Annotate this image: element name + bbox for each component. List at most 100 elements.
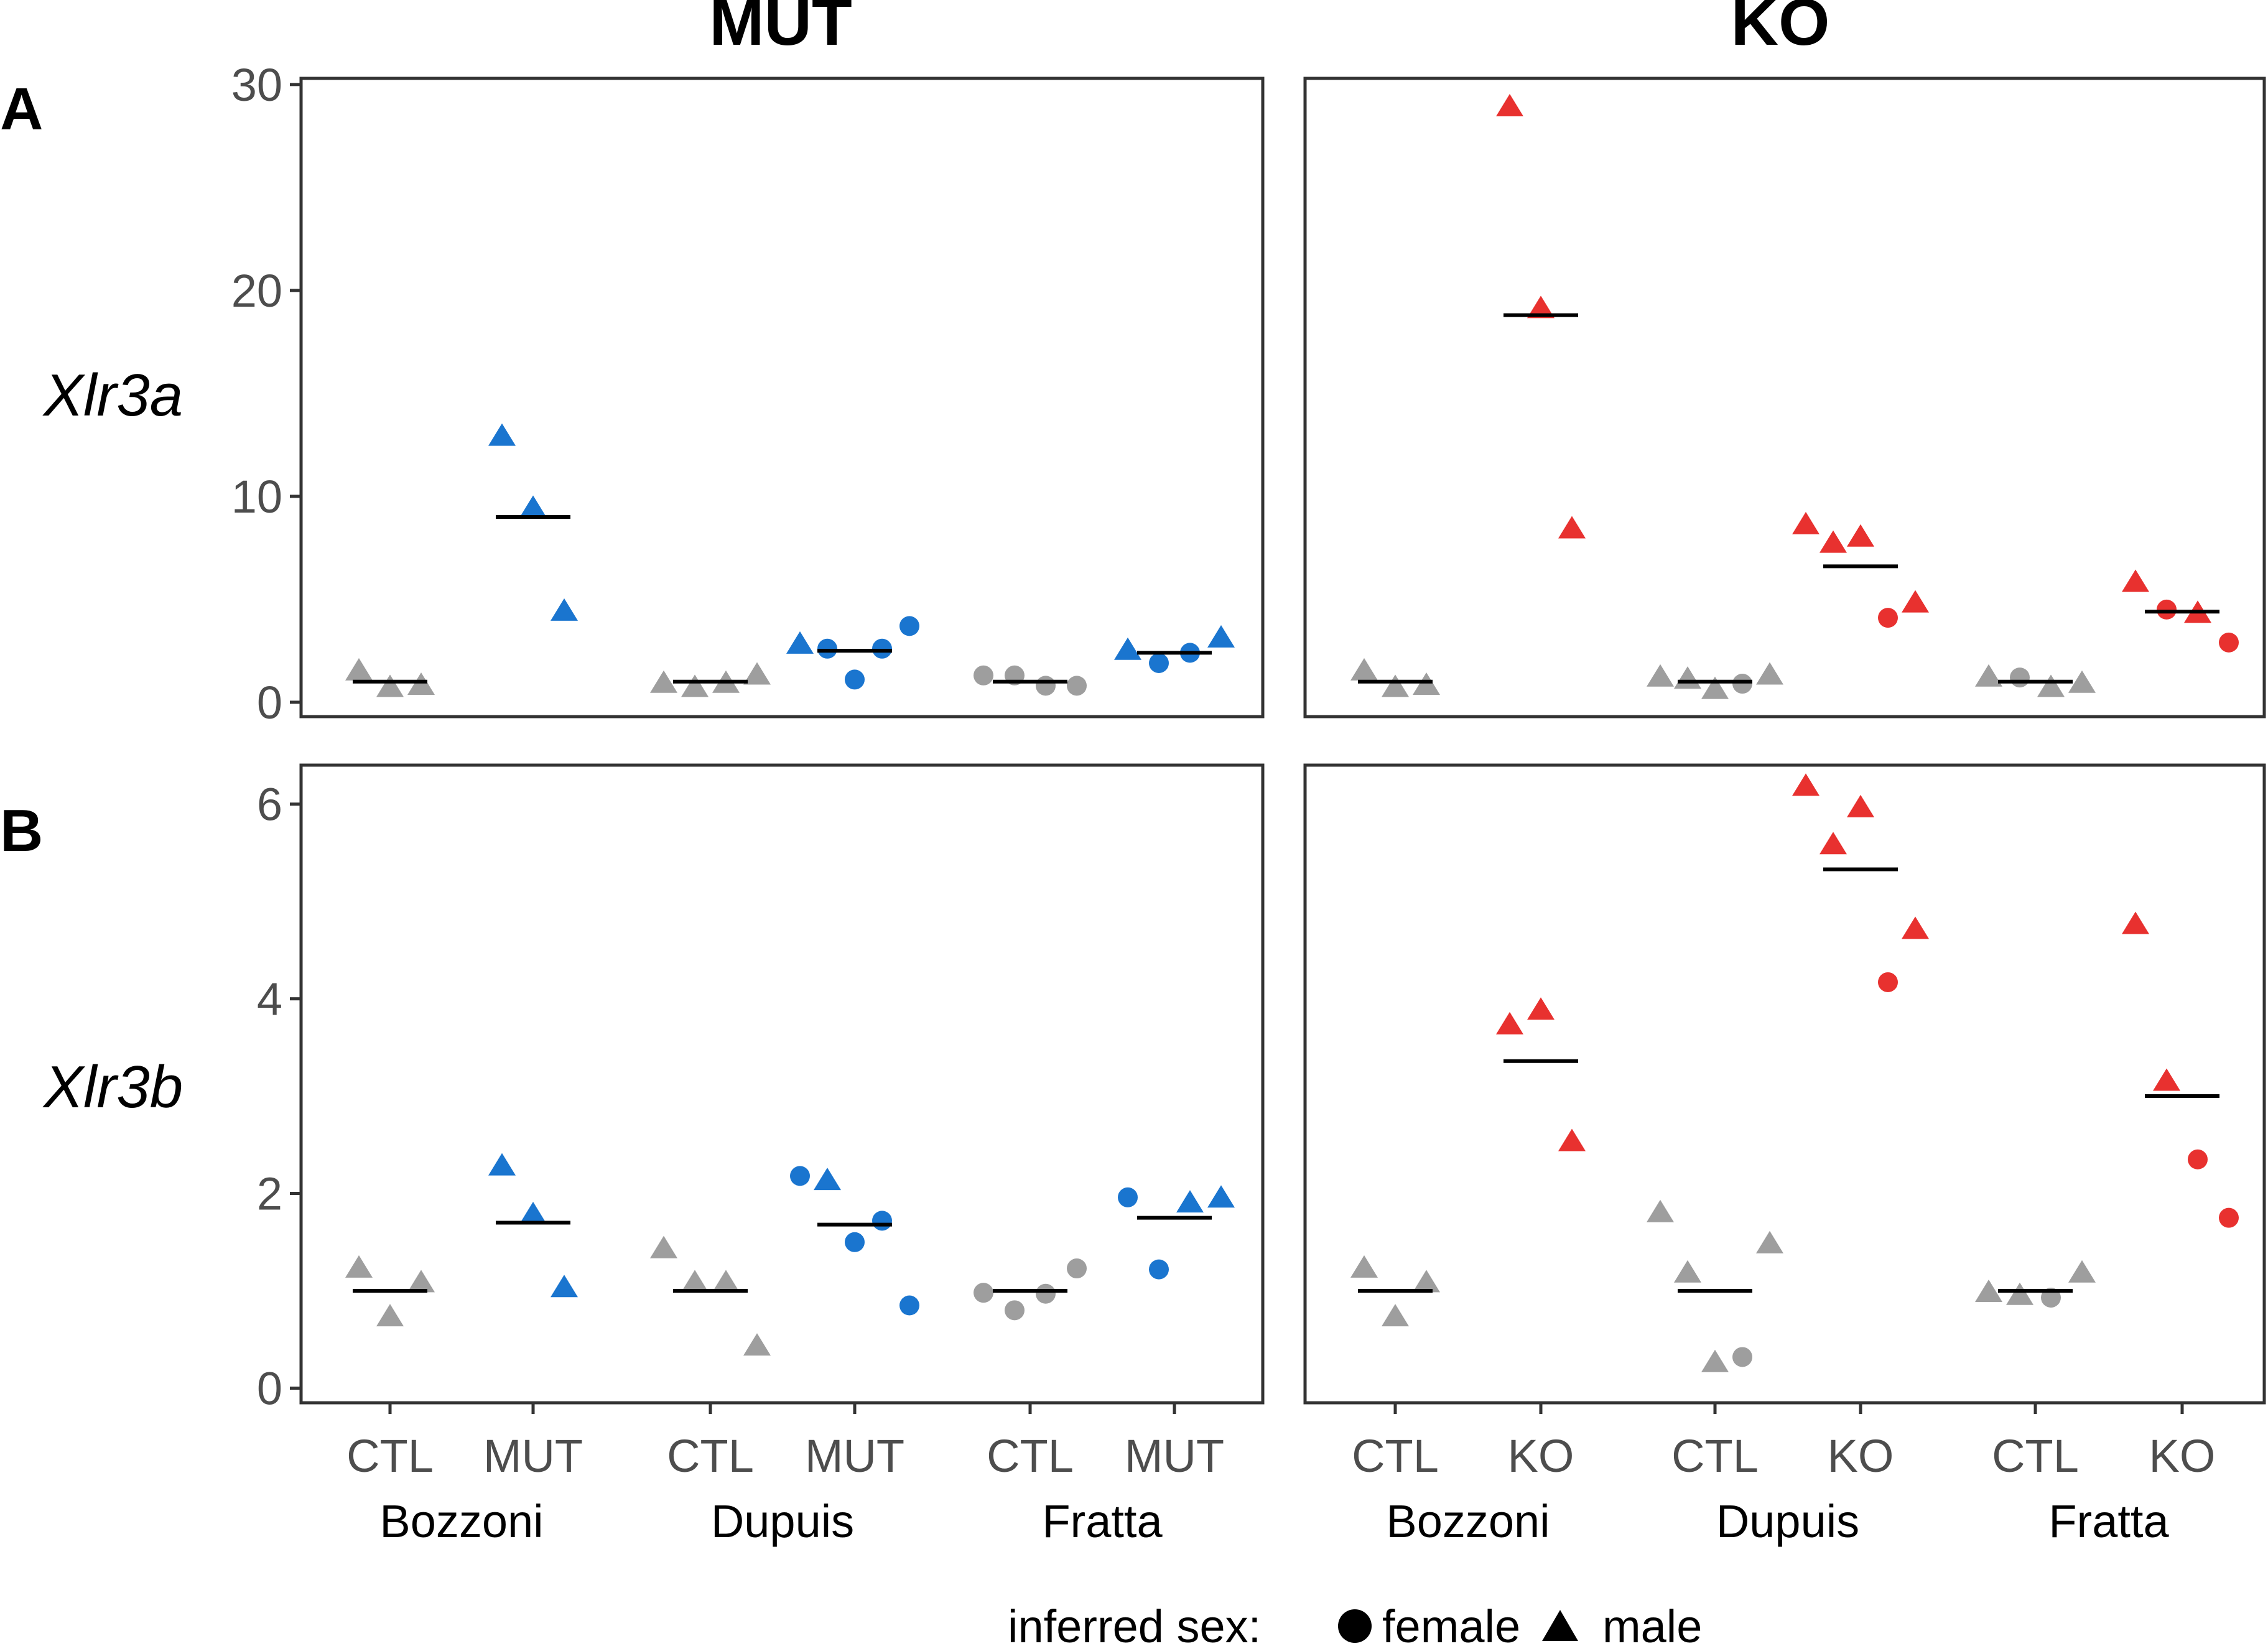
data-point-female <box>2219 1207 2239 1228</box>
data-point-female <box>1732 674 1752 694</box>
data-point-male <box>1413 672 1440 695</box>
data-point-male <box>1114 637 1141 660</box>
data-point-male <box>345 1255 373 1278</box>
data-point-male <box>712 1270 740 1293</box>
data-point-male <box>1902 590 1929 613</box>
data-point-male <box>743 662 771 685</box>
data-point-male <box>1176 1190 1204 1213</box>
panel-a-ko <box>1303 77 2266 718</box>
data-point-male <box>1975 664 2002 687</box>
row-gene-xlr3a: Xlr3a <box>42 362 183 429</box>
x-tick-label: KO <box>1828 1430 1894 1482</box>
data-point-female <box>1005 1300 1025 1321</box>
x-tick-label: KO <box>1508 1430 1574 1482</box>
data-point-male <box>2068 670 2096 693</box>
data-point-male <box>1847 524 1874 547</box>
panel-frame <box>299 77 1265 718</box>
data-point-female <box>1036 676 1056 696</box>
dataset-label: Fratta <box>2048 1495 2169 1547</box>
legend-female-marker <box>1338 1609 1372 1643</box>
x-tick-label: MUT <box>805 1430 904 1482</box>
y-tick-label: 6 <box>257 779 282 830</box>
y-tick-label: 0 <box>257 677 282 728</box>
data-point-male <box>1820 530 1847 553</box>
data-point-female <box>974 1283 993 1303</box>
data-point-female <box>1149 653 1169 673</box>
data-point-female <box>2010 667 2030 688</box>
y-tick-label: 10 <box>231 471 282 523</box>
data-point-male <box>1756 662 1783 685</box>
data-point-male <box>376 1304 404 1327</box>
data-point-male <box>1413 1270 1440 1293</box>
data-point-male <box>2006 1282 2033 1305</box>
dataset-label: Bozzoni <box>379 1495 543 1547</box>
data-point-male <box>1496 94 1523 117</box>
data-point-male <box>1558 1128 1586 1151</box>
dataset-label: Bozzoni <box>1386 1495 1550 1547</box>
data-point-male <box>488 1153 516 1176</box>
data-point-male <box>1701 1349 1729 1372</box>
data-point-male <box>1902 916 1929 939</box>
legend-title: inferred sex: <box>1008 1601 1261 1646</box>
data-point-male <box>1792 511 1820 534</box>
data-point-male <box>1527 997 1555 1020</box>
data-point-male <box>1558 516 1586 539</box>
data-point-female <box>845 1232 865 1252</box>
data-point-female <box>899 616 919 636</box>
data-point-male <box>814 1168 841 1191</box>
data-point-female <box>790 1166 810 1186</box>
x-tick-label: CTL <box>667 1430 754 1482</box>
data-point-male <box>376 674 404 697</box>
data-point-male <box>551 598 578 621</box>
y-tick-label: 30 <box>231 59 282 111</box>
data-point-male <box>488 423 516 446</box>
data-point-male <box>681 674 709 697</box>
data-point-male <box>786 631 814 654</box>
data-point-female <box>872 638 892 659</box>
data-point-male <box>743 1333 771 1356</box>
data-point-male <box>1674 666 1701 689</box>
panel-frame <box>299 763 1265 1405</box>
dataset-label: Fratta <box>1042 1495 1163 1547</box>
data-point-male <box>1674 1260 1701 1283</box>
data-point-female <box>845 669 865 690</box>
data-point-female <box>1067 676 1087 696</box>
legend-male-marker <box>1542 1610 1578 1641</box>
data-point-male <box>345 658 373 681</box>
data-point-male <box>2122 911 2149 934</box>
column-title-ko: KO <box>1731 0 1830 59</box>
panel-b-ko: CTL KO CTL KO CTL KO Bozzoni Dupuis Fratta <box>1303 763 2266 1547</box>
y-tick-label: 4 <box>257 974 282 1025</box>
data-point-female <box>1732 1347 1752 1367</box>
data-point-male <box>650 670 677 693</box>
data-point-female <box>974 665 993 686</box>
panel-b-mut: 0 2 4 6 CTL MUT CTL MUT CTL MUT Bozzoni Dupuis Fratt… <box>257 763 1265 1547</box>
data-point-male <box>1756 1230 1783 1253</box>
data-point-male <box>2122 569 2149 592</box>
data-point-male <box>407 672 435 695</box>
row-letter-b: B <box>0 797 43 864</box>
data-point-male <box>1207 625 1235 648</box>
x-tick-label: CTL <box>1992 1430 2079 1482</box>
data-point-female <box>899 1295 919 1316</box>
data-point-male <box>1350 1255 1378 1278</box>
data-point-female <box>1067 1258 1087 1279</box>
data-point-male <box>1820 832 1847 855</box>
panel-a-mut: 0 10 20 30 <box>231 59 1265 728</box>
data-point-male <box>1350 658 1378 681</box>
data-point-female <box>1118 1187 1138 1207</box>
data-point-male <box>1527 295 1555 319</box>
data-point-male <box>1647 1199 1674 1222</box>
y-tick-label: 20 <box>231 265 282 317</box>
data-point-female <box>1878 972 1898 992</box>
data-point-female <box>1149 1259 1169 1280</box>
data-point-female <box>1878 608 1898 628</box>
legend-female-label: female <box>1382 1601 1520 1646</box>
data-point-male <box>1792 773 1820 796</box>
data-point-female <box>2188 1149 2208 1169</box>
y-tick-label: 2 <box>257 1168 282 1220</box>
data-point-male <box>1975 1280 2002 1303</box>
data-point-male <box>519 1201 547 1224</box>
data-point-male <box>1207 1185 1235 1208</box>
data-point-female <box>2219 632 2239 653</box>
